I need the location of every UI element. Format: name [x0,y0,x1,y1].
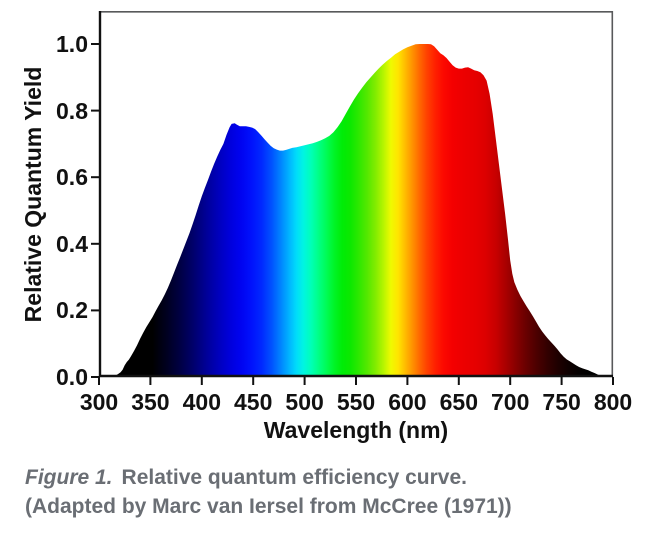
figure-caption: Figure 1. Relative quantum efficiency cur… [25,463,625,521]
x-tick-label: 650 [439,389,478,415]
y-tick-label: 0.0 [56,364,88,390]
x-tick-label: 400 [182,389,221,415]
y-tick-label: 1.0 [56,31,88,57]
plot-frame [99,11,614,377]
axis-lines [98,11,613,378]
quantum-yield-curve-fill [112,44,603,377]
x-tick-label: 450 [234,389,273,415]
x-tick-label: 800 [593,389,633,415]
caption-title-text: Relative quantum efficiency curve. [121,466,467,489]
x-tick-label: 700 [491,389,530,415]
x-tick-label: 350 [131,389,170,415]
x-tick-label: 550 [336,389,376,415]
x-tick-label: 300 [79,389,119,415]
caption-line-1: Figure 1. Relative quantum efficiency cur… [25,463,625,492]
axis-ticks-group [91,43,614,385]
y-tick-label: 0.6 [56,164,88,191]
x-tick-label: 500 [285,389,324,415]
spectrum-area-chart [91,11,614,385]
x-tick-label: 600 [388,389,427,415]
figure-number-label: Figure 1. [25,466,113,489]
x-tick-label: 750 [542,389,581,415]
caption-line-2: (Adapted by Marc van Iersel from McCree … [25,495,512,518]
x-axis-title: Wavelength (nm) [263,417,449,443]
y-tick-label: 0.4 [56,230,88,257]
y-tick-label: 0.2 [56,297,88,324]
y-tick-label: 0.8 [56,97,88,124]
